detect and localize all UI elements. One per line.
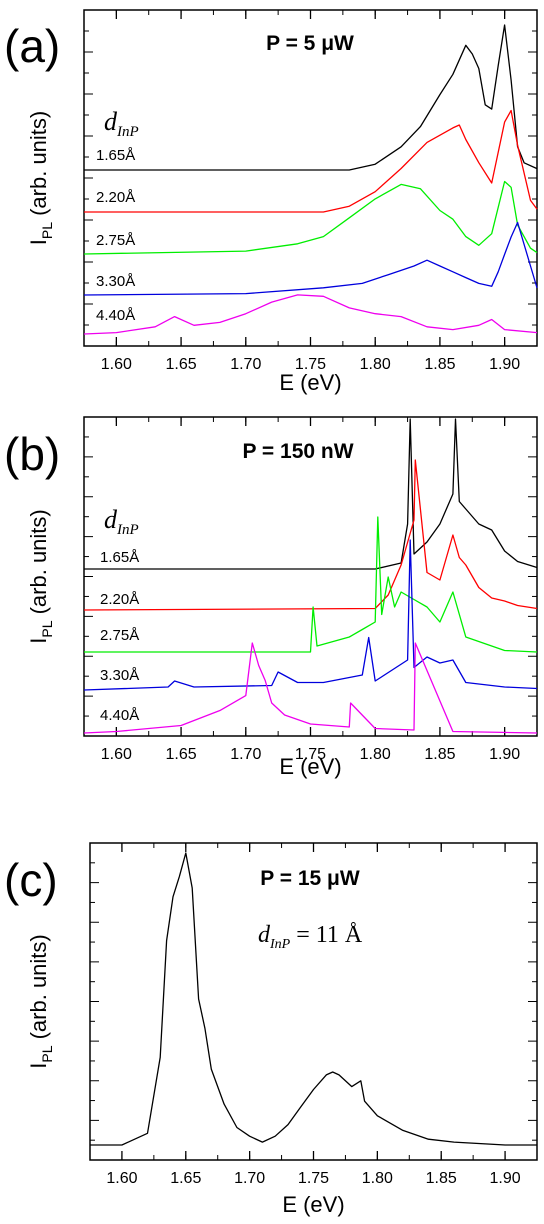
series-line [84, 516, 538, 653]
x-tick-label: 1.75 [298, 1170, 329, 1187]
x-tick-label: 1.70 [230, 356, 261, 373]
x-tick-label: 1.90 [489, 356, 520, 373]
y-axis-label: IPL (arb. units) [26, 934, 55, 1069]
x-tick-label: 1.80 [362, 1170, 393, 1187]
series-line [84, 418, 538, 570]
legend-title-main: d [104, 107, 118, 136]
annotation-rest: = 11 Å [290, 922, 363, 948]
x-tick-label: 1.85 [424, 746, 455, 763]
y-axis-label-sub: PL [39, 620, 55, 637]
x-tick-label: 1.90 [490, 1170, 521, 1187]
series-label: 1.65Å [100, 549, 139, 566]
x-tick-label: 1.60 [101, 356, 132, 373]
y-axis-label-rest: (arb. units) [26, 934, 51, 1045]
series-line [84, 109, 538, 213]
series-line [90, 852, 537, 1146]
x-axis-label: E (eV) [279, 370, 341, 395]
x-tick-label: 1.85 [426, 1170, 457, 1187]
x-tick-label: 1.85 [424, 356, 455, 373]
y-axis-label-rest: (arb. units) [26, 111, 51, 222]
annotation: dInP = 11 Å [258, 922, 363, 952]
x-tick-label: 1.65 [170, 1170, 201, 1187]
y-axis-label-sub: PL [39, 222, 55, 239]
series-label: 3.30Å [96, 273, 135, 290]
y-axis-label: IPL (arb. units) [26, 509, 55, 644]
x-tick-label: 1.65 [166, 356, 197, 373]
series-line [83, 221, 538, 296]
x-tick-label: 1.60 [101, 746, 132, 763]
chart-panel: (c) 1.60 1.65 1.70 1.75 1.80 1.85 1.90 E (eV) IPL… [4, 842, 538, 1217]
series-label: 3.30Å [100, 667, 139, 684]
x-tick-label: 1.70 [230, 746, 261, 763]
legend-title: dInP [104, 505, 139, 538]
x-tick-label: 1.70 [234, 1170, 265, 1187]
annotation-sub: InP [269, 937, 291, 952]
x-tick-label: 1.60 [106, 1170, 137, 1187]
chart-panel: (a) 1.60 1.65 1.70 1.75 1.80 1.85 1.90 E (eV) IPL… [4, 9, 538, 395]
panel-letter: (b) [4, 428, 60, 480]
series-line [83, 642, 538, 734]
series-label: 2.20Å [100, 591, 139, 608]
panel-letter: (c) [4, 854, 58, 906]
annotation-main: d [258, 922, 271, 948]
series-line [83, 539, 538, 691]
panel-letter: (a) [4, 20, 60, 72]
chart-title: P = 5 μW [266, 32, 354, 55]
series-label: 2.75Å [100, 627, 139, 644]
x-tick-label: 1.75 [295, 356, 326, 373]
series-label: 4.40Å [96, 307, 135, 324]
series-line [84, 24, 538, 171]
series-label: 2.75Å [96, 232, 135, 249]
series-line [83, 180, 538, 255]
legend-title-sub: InP [116, 522, 139, 538]
x-tick-label: 1.80 [360, 356, 391, 373]
y-axis-label-main: I [26, 638, 51, 644]
legend-title-main: d [104, 505, 118, 534]
chart-title: P = 150 nW [242, 440, 353, 463]
series-label: 2.20Å [96, 189, 135, 206]
panels: (a)1.60 1.65 1.70 1.75 1.80 1.85 1.90E (eV)IPL… [4, 9, 538, 1217]
series-label: 4.40Å [100, 707, 139, 724]
x-tick-label: 1.75 [295, 746, 326, 763]
x-tick-label: 1.65 [166, 746, 197, 763]
series-line [83, 459, 538, 611]
chart-title: P = 15 μW [260, 867, 360, 890]
x-axis-label: E (eV) [279, 754, 341, 779]
series-label: 1.65Å [96, 147, 135, 164]
y-axis-label-rest: (arb. units) [26, 509, 51, 620]
y-axis-label-main: I [26, 239, 51, 245]
x-tick-label: 1.80 [360, 746, 391, 763]
x-tick-label: 1.90 [489, 746, 520, 763]
y-axis-label: IPL (arb. units) [26, 111, 55, 246]
legend-title: dInP [104, 107, 139, 140]
chart-panel: (b) 1.60 1.65 1.70 1.75 1.80 1.85 1.90 E (eV) IPL… [4, 416, 538, 779]
y-axis-label-sub: PL [39, 1045, 55, 1062]
series-line [83, 294, 538, 335]
plot-frame [89, 842, 538, 1161]
y-axis-label-main: I [26, 1063, 51, 1069]
legend-title-sub: InP [116, 124, 139, 140]
x-axis-label: E (eV) [282, 1192, 344, 1217]
